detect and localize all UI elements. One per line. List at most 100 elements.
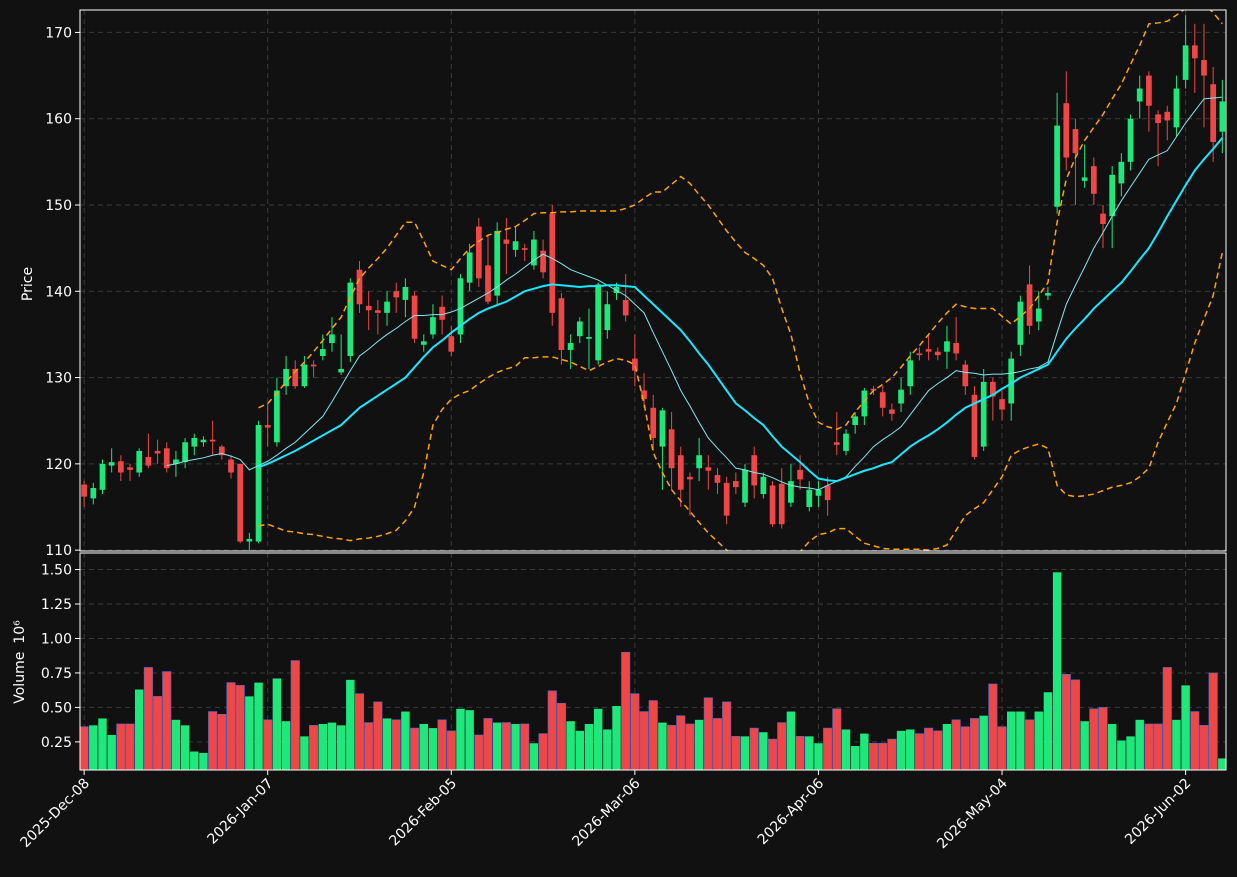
y-tick-label: 130: [45, 371, 72, 387]
candle-body: [494, 230, 501, 296]
candle-body: [788, 481, 794, 503]
volume-bar: [501, 722, 511, 771]
volume-bar: [107, 734, 116, 770]
volume-bar: [134, 689, 144, 770]
volume-bar: [125, 723, 135, 771]
volume-bar: [290, 660, 300, 771]
candle-body: [127, 467, 133, 470]
candle-body: [632, 358, 638, 371]
candle-body: [659, 410, 666, 447]
volume-bar: [538, 733, 548, 771]
volume-bar: [584, 723, 594, 770]
candle-body: [347, 282, 354, 356]
candle-body: [732, 481, 739, 488]
volume-bar: [89, 725, 98, 770]
candle-body: [604, 304, 611, 331]
volume-bar: [116, 723, 126, 771]
volume-bar: [190, 751, 199, 770]
volume-bar: [896, 730, 906, 770]
volume-bar: [621, 651, 631, 771]
candle-body: [549, 213, 556, 313]
candle-body: [145, 456, 152, 466]
candle-body: [209, 439, 216, 442]
candle-body: [696, 455, 702, 469]
volume-bar: [1080, 721, 1089, 770]
candle-body: [907, 360, 914, 387]
candle-body: [824, 485, 831, 501]
candle-body: [1090, 166, 1097, 194]
volume-bar: [1107, 723, 1117, 770]
candle-body: [934, 351, 941, 356]
volume-bar: [318, 723, 328, 770]
candle-body: [466, 252, 473, 283]
candle-body: [338, 368, 344, 373]
volume-axis-label: Volume 10⁶: [12, 620, 28, 704]
candle-body: [769, 485, 776, 525]
volume-bar: [1153, 723, 1163, 771]
volume-bar: [143, 667, 153, 771]
volume-bar: [456, 708, 465, 770]
candle-body: [586, 337, 592, 339]
volume-bar: [658, 722, 667, 770]
candle-body: [622, 299, 629, 316]
candle-body: [705, 467, 712, 471]
volume-bar: [79, 726, 89, 771]
volume-bar: [1070, 679, 1080, 771]
candle-body: [1191, 45, 1198, 59]
volume-bar: [300, 736, 309, 770]
candle-body: [650, 407, 657, 438]
volume-bar: [520, 723, 530, 771]
y-tick-label: 120: [45, 457, 72, 473]
volume-bar: [676, 715, 686, 771]
volume-bar: [722, 701, 732, 771]
candle-body: [1072, 129, 1079, 154]
volume-bar: [327, 722, 337, 770]
candle-body: [742, 469, 748, 503]
volume-bar: [556, 702, 566, 771]
y-tick-label: 150: [45, 198, 72, 214]
volume-bar: [1061, 674, 1071, 771]
y-tick-label: 1.00: [41, 631, 72, 647]
candle-body: [81, 484, 87, 497]
volume-bar: [832, 708, 842, 771]
volume-bar: [942, 723, 952, 770]
volume-bar: [639, 711, 649, 771]
volume-bar: [887, 738, 897, 771]
volume-bar: [575, 730, 585, 770]
volume-bar: [208, 711, 218, 771]
candle-body: [833, 442, 840, 445]
y-tick-label: 0.75: [41, 666, 72, 682]
volume-bar: [199, 752, 208, 770]
volume-bar: [786, 711, 796, 770]
volume-frame: [79, 552, 1227, 771]
candle-body: [246, 538, 253, 542]
volume-bar: [1199, 725, 1209, 771]
candle-body: [512, 241, 519, 250]
price-frame: [79, 9, 1227, 552]
volume-bar: [823, 727, 833, 771]
volume-bar: [1208, 672, 1218, 771]
volume-bar: [1043, 692, 1053, 770]
volume-bar: [731, 736, 741, 771]
volume-bar: [1016, 711, 1025, 770]
volume-bar: [1172, 719, 1181, 770]
volume-bar: [437, 719, 447, 771]
candle-body: [108, 462, 115, 466]
volume-bar: [712, 718, 723, 771]
volume-bar: [1052, 572, 1062, 770]
volume-unit: 10⁶: [12, 620, 28, 644]
candle-body: [879, 392, 886, 408]
candle-body: [778, 483, 785, 525]
volume-bar: [226, 682, 236, 771]
volume-bar: [465, 710, 474, 770]
volume-bar: [648, 700, 658, 771]
candle-body: [558, 298, 565, 350]
candle-body: [1063, 103, 1070, 158]
candle-body: [1136, 88, 1143, 102]
volume-bar: [511, 723, 520, 770]
volume-bar: [419, 723, 428, 770]
candle-body: [329, 334, 335, 344]
candle-body: [439, 306, 445, 320]
candle-body: [843, 433, 849, 451]
candle-body: [953, 343, 959, 354]
